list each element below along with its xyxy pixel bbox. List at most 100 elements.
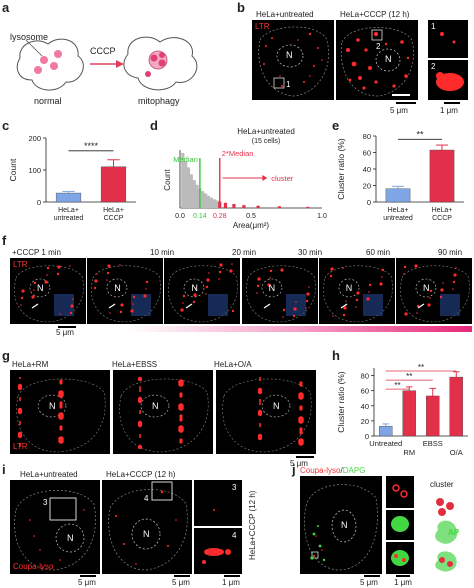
panel-letter-d: d (150, 118, 158, 133)
cluster-label: cluster (271, 174, 294, 183)
x-tick-label: HeLa+ untreated (383, 207, 413, 222)
roi-label-3: 3 (43, 498, 48, 507)
nucleus-label: N (286, 50, 293, 60)
bar (385, 188, 411, 203)
frame-image (168, 263, 239, 323)
scale-bar (58, 326, 76, 328)
significance-stars: ** (416, 129, 424, 139)
panel-b-inset-1: 1 (428, 20, 468, 58)
inset-4-image (202, 548, 231, 564)
histogram-bar (277, 206, 281, 208)
scale-label-5um: 5 μm (360, 578, 378, 587)
cartoon-ap-label: AP (448, 528, 460, 537)
lysosome-pointer (25, 39, 43, 57)
time-label: 90 min (438, 248, 463, 257)
nucleus-label: N (49, 401, 56, 411)
x-tick-label: RM (403, 448, 415, 457)
significance-stars: ** (418, 363, 424, 372)
inset-label-4: 4 (232, 531, 237, 540)
cell-merge-image (304, 484, 378, 571)
panel-i-inset-3: 3 (194, 480, 242, 526)
histogram-bar (201, 191, 205, 208)
y-tick-label: 200 (28, 134, 41, 143)
panel-b-inset-2: 2 (428, 60, 468, 100)
x-tick-label: 1.0 (317, 213, 327, 220)
y-axis-label: Count (163, 169, 172, 191)
x-tick-label: HeLa+ CCCP (103, 207, 124, 222)
histogram-bar (181, 152, 185, 208)
mitophagy-schematic (16, 36, 198, 91)
nucleus-label: N (341, 520, 348, 530)
y-tick-label: 80 (361, 372, 369, 381)
nucleus-label: N (273, 401, 280, 411)
scale-bar (396, 102, 416, 104)
scale-bar (80, 575, 96, 577)
nucleus-outline (276, 44, 304, 68)
nucleus-label: N (143, 529, 150, 539)
histogram-bar (306, 206, 310, 208)
bar (100, 166, 127, 203)
nucleus-outline (131, 518, 161, 550)
panel-letter-e: e (332, 118, 340, 133)
panel-letter-g: g (2, 348, 10, 363)
panel-e-chart: 0 20 40 60 80 Cluster ratio (%) HeLa+ untreated… (336, 128, 472, 232)
inset-label-2: 2 (431, 62, 436, 71)
cell-image (119, 376, 209, 453)
roi-label-4: 4 (144, 494, 149, 503)
arrow-head-icon (262, 175, 268, 181)
condition-label: HeLa+O/A (214, 360, 252, 369)
histogram-bar (192, 180, 196, 208)
x-tick-label: EBSS (423, 439, 443, 448)
cell-outline (14, 490, 96, 571)
inset-label-3: 3 (232, 483, 237, 492)
bar (449, 376, 463, 437)
histogram-bar (256, 205, 260, 208)
histogram-bar (206, 195, 210, 208)
scale-label-5um: 5 μm (172, 578, 190, 587)
panel-d-chart: Median 2*Median cluster HeLa+untreated (15 c… (158, 124, 328, 232)
panel-b-title-cccp: HeLa+CCCP (12 h) (340, 10, 410, 19)
frame-image (323, 265, 393, 323)
x-tick-label: O/A (450, 448, 463, 457)
nucleus-label: N (191, 283, 198, 293)
nucleus-label: N (114, 283, 121, 293)
cell-cccp-image (340, 27, 414, 97)
panel-j-image: N (300, 476, 382, 574)
condition-image: N (216, 370, 316, 454)
lysosome-dot (54, 50, 62, 58)
nucleus-label: N (37, 283, 44, 293)
inset-lyso-image (392, 484, 408, 498)
lysosome-dot (159, 52, 165, 58)
scale-label-5um: 5 μm (390, 106, 408, 115)
histogram-bar (186, 167, 191, 208)
dapg-label: DAPG (342, 466, 366, 475)
scale-bar (392, 94, 410, 96)
scale-bar (364, 575, 380, 577)
lysosome-dot (40, 56, 48, 64)
x-tick-label: 0.0 (175, 213, 185, 220)
panel-i-image-untreated: Coupa-lyso N 3 (10, 480, 100, 574)
lysosome-clusters (115, 490, 177, 565)
histogram-bar (223, 202, 228, 208)
time-gradient-bar (128, 326, 472, 332)
time-label: 30 min (298, 248, 323, 257)
frame-image (245, 265, 316, 323)
y-axis-label: Cluster ratio (%) (336, 138, 346, 200)
panel-j-cartoon: cluster AP (418, 476, 472, 576)
bar (55, 192, 82, 203)
x-tick-label: 0.5 (246, 213, 256, 220)
scale-label-1um: 1 μm (440, 106, 458, 115)
histogram-bar (195, 184, 199, 208)
panel-i-title-cccp: HeLa+CCCP (12 h) (106, 470, 176, 479)
panel-letter-j: j (292, 462, 296, 477)
x-tick-label: 0.14 (193, 213, 207, 220)
lysosome-dot (34, 66, 42, 74)
cell-image (16, 377, 106, 453)
time-label: +CCCP 1 min (12, 248, 61, 257)
lysosome-dots (263, 32, 323, 87)
inset-merge-image (391, 550, 409, 566)
schematic-normal-label: normal (34, 96, 62, 106)
inset-dapg-image (391, 516, 409, 532)
frame-image (91, 264, 161, 323)
